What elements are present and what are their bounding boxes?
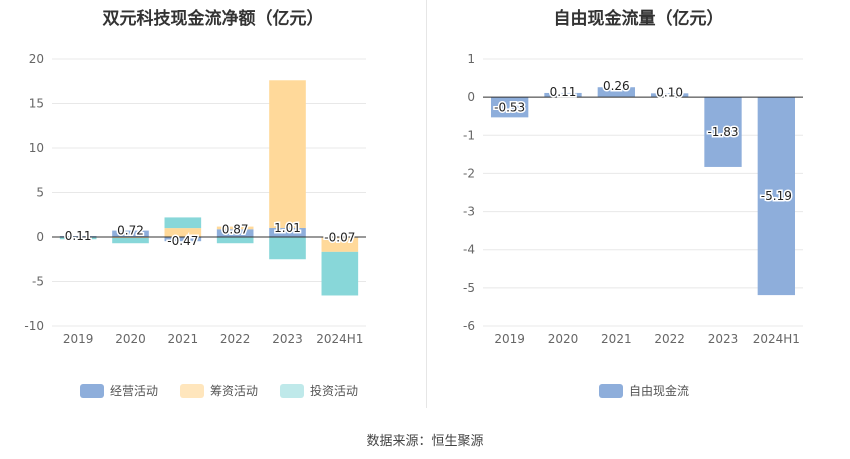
bar-operating-2021 <box>597 87 635 98</box>
x-tick-label: 2020 <box>115 332 146 346</box>
legend-swatch-investing <box>280 383 305 398</box>
bar-operating-2020 <box>544 92 582 98</box>
legend-item-financing[interactable]: 筹资活动 <box>180 382 258 399</box>
data-label: 0.10 <box>656 85 683 99</box>
legend-label-financing: 筹资活动 <box>210 384 259 398</box>
y-tick-label: 5 <box>36 186 44 200</box>
legend-label-operating: 经营活动 <box>110 384 159 398</box>
legend-item-operating[interactable]: 经营活动 <box>80 382 158 399</box>
data-label: 0.72 <box>117 224 144 238</box>
free-cashflow-chart: -6 -5 -4 -3 -2 -1 0 1 2019 2020 2021 2022 2023 2024H1… <box>463 52 803 346</box>
legend-label-investing: 投资活动 <box>310 384 359 398</box>
legend-swatch-financing <box>180 383 205 398</box>
bar-operating-2020 <box>112 230 149 237</box>
bar-operating-2024H1 <box>757 97 795 296</box>
legend-swatch-operating <box>80 383 104 398</box>
bar-investing-2019 <box>59 237 97 240</box>
bar-investing-2020 <box>112 237 149 244</box>
x-tick-label: 2023 <box>272 332 303 346</box>
x-tick-label: 2020 <box>548 332 579 346</box>
legend-item-free-cashflow[interactable]: 自由现金流 <box>599 382 689 399</box>
x-tick-label: 2019 <box>63 332 94 346</box>
legend-swatch-free-cashflow <box>599 383 623 398</box>
x-tick-label: 2024H1 <box>316 332 363 346</box>
bar-financing-2023 <box>269 80 306 229</box>
data-label: 0.26 <box>603 79 630 93</box>
y-tick-label: 20 <box>29 52 44 66</box>
y-tick-label: -5 <box>32 275 44 289</box>
y-tick-label: 0 <box>467 90 475 104</box>
right-chart-title: 自由现金流量（亿元） <box>553 9 724 29</box>
y-tick-label: -3 <box>463 205 475 219</box>
bar-operating-2022 <box>651 93 689 98</box>
y-tick-label: 0 <box>36 230 44 244</box>
y-tick-label: -4 <box>463 243 475 257</box>
left-chart-panel: 双元科技现金流净额（亿元） -10 -5 0 5 10 15 20 2019 2020 2021 2… <box>0 0 426 420</box>
y-tick-label: -1 <box>463 128 475 142</box>
data-label: 0.87 <box>222 222 249 236</box>
panel-divider <box>426 0 427 408</box>
bar-operating-2022 <box>216 229 254 237</box>
bar-investing-2022 <box>216 237 254 244</box>
x-tick-label: 2024H1 <box>753 332 800 346</box>
bar-operating-2021 <box>164 237 202 242</box>
x-tick-label: 2022 <box>220 332 251 346</box>
x-tick-label: 2023 <box>708 332 739 346</box>
data-label: -5.19 <box>761 189 792 203</box>
x-tick-label: 2021 <box>601 332 632 346</box>
data-label: -0.47 <box>167 234 198 248</box>
bar-investing-2023 <box>269 237 306 260</box>
x-tick-label: 2021 <box>168 332 199 346</box>
data-label: -0.53 <box>494 100 525 114</box>
x-tick-label: 2022 <box>654 332 685 346</box>
legend-item-investing[interactable]: 投资活动 <box>280 382 358 399</box>
x-tick-label: 2019 <box>494 332 525 346</box>
left-chart-title: 双元科技现金流净额（亿元） <box>102 9 324 29</box>
bar-operating-2023 <box>269 228 306 237</box>
legend-label-free-cashflow: 自由现金流 <box>629 384 690 398</box>
left-chart-legend: 经营活动 筹资活动 投资活动 <box>80 382 358 399</box>
bar-operating-2023 <box>704 97 742 167</box>
data-label: 0.11 <box>550 85 577 99</box>
data-label: 0.11 <box>65 229 92 243</box>
bar-financing-2022 <box>216 226 254 230</box>
data-label: -0.07 <box>324 231 355 245</box>
y-tick-label: -5 <box>463 281 475 295</box>
data-source-note: 数据来源：恒生聚源 <box>366 434 484 449</box>
cashflow-net-chart: -10 -5 0 5 10 15 20 2019 2020 2021 2022 2023 2024H1 0… <box>24 52 366 346</box>
data-label: -1.83 <box>707 125 738 139</box>
bar-operating-2019 <box>491 97 529 118</box>
y-tick-label: -6 <box>463 319 475 333</box>
y-tick-label: 10 <box>29 141 44 155</box>
y-tick-label: -2 <box>463 166 475 180</box>
y-tick-label: -10 <box>24 319 44 333</box>
right-chart-legend: 自由现金流 <box>599 382 689 399</box>
bar-financing-2021 <box>164 228 202 237</box>
data-label: 1.01 <box>274 221 301 235</box>
bar-investing-2021 <box>164 217 202 229</box>
right-chart-panel: 自由现金流量（亿元） -6 -5 -4 -3 -2 -1 0 1 2019 2020 2021 202… <box>427 0 850 420</box>
y-tick-label: 1 <box>467 52 475 66</box>
bar-financing-2024H1 <box>321 237 359 252</box>
bar-investing-2024H1 <box>321 251 359 296</box>
y-tick-label: 15 <box>29 97 44 111</box>
